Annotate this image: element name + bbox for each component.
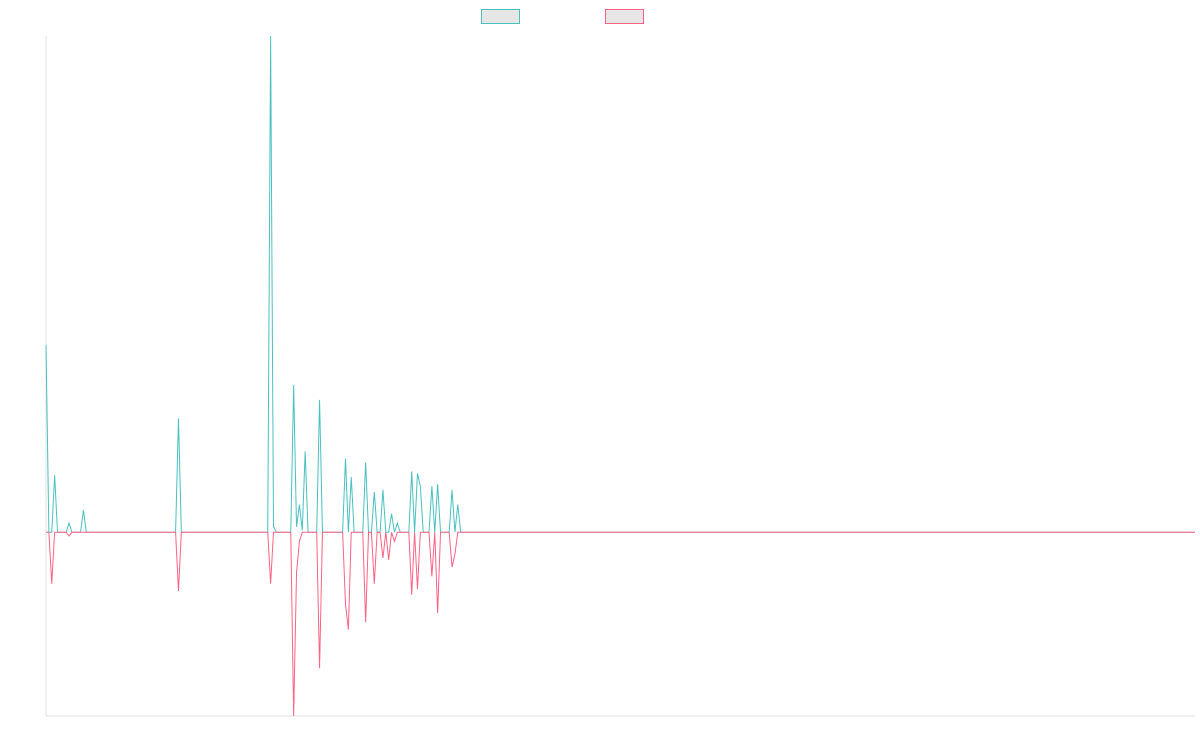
legend-item-series-1[interactable] bbox=[481, 9, 526, 24]
chart-legend bbox=[0, 9, 1200, 27]
series-line-2 bbox=[46, 531, 1195, 717]
series-line-1 bbox=[45, 35, 1195, 533]
legend-swatch-series-1 bbox=[481, 9, 520, 24]
legend-item-series-2[interactable] bbox=[605, 9, 650, 24]
legend-swatch-series-2 bbox=[605, 9, 644, 24]
